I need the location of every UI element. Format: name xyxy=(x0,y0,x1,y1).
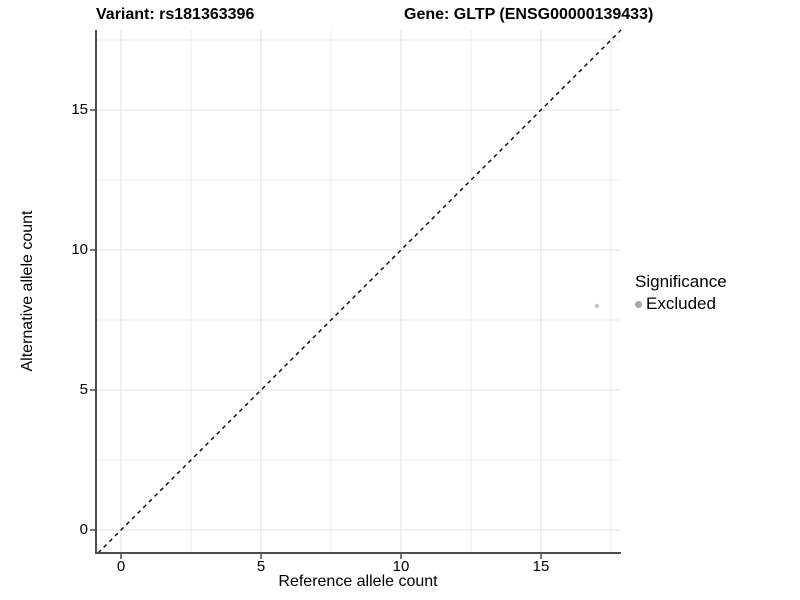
legend-title: Significance xyxy=(635,272,727,291)
y-tick-label: 5 xyxy=(79,381,88,398)
legend: Significance Excluded xyxy=(635,272,727,314)
plot-title-variant: Variant: rs181363396 xyxy=(96,6,255,23)
plot-panel xyxy=(90,29,622,559)
legend-key-dot-icon xyxy=(635,300,642,308)
y-axis-title: Alternative allele count xyxy=(19,210,36,372)
legend-item-label: Excluded xyxy=(646,294,716,313)
x-tick-label: 15 xyxy=(532,558,550,575)
chart-canvas xyxy=(90,29,622,559)
data-point-excluded xyxy=(594,303,600,309)
y-tick-label: 10 xyxy=(71,241,88,258)
x-tick-label: 0 xyxy=(116,558,126,575)
x-tick-label: 5 xyxy=(256,558,266,575)
y-tick-label: 15 xyxy=(71,100,88,118)
y-tick-label: 0 xyxy=(79,521,88,538)
x-axis-title: Reference allele count xyxy=(278,573,438,590)
identity-reference-line xyxy=(97,29,622,554)
legend-item-excluded: Excluded xyxy=(635,294,727,314)
plot-title-gene: Gene: GLTP (ENSG00000139433) xyxy=(404,6,654,23)
x-tick-label: 10 xyxy=(392,558,410,575)
